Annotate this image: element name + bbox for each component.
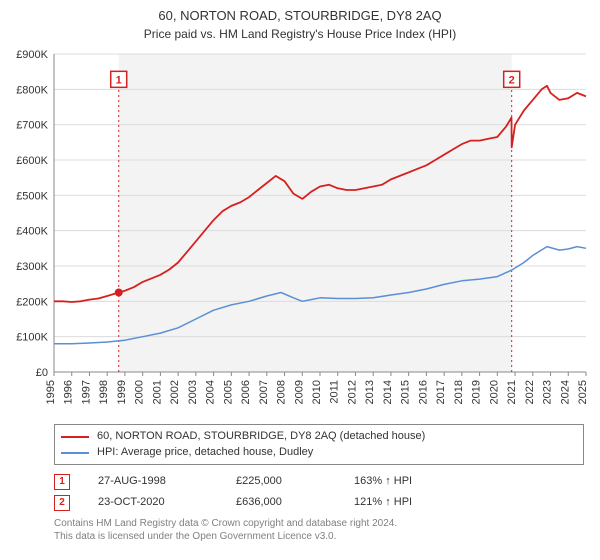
svg-text:2004: 2004: [205, 380, 217, 404]
marker-badge: 1: [54, 474, 70, 490]
svg-text:2013: 2013: [364, 380, 376, 404]
svg-text:1996: 1996: [63, 380, 75, 404]
svg-text:1998: 1998: [98, 380, 110, 404]
svg-text:£300K: £300K: [16, 261, 48, 273]
svg-text:2007: 2007: [258, 380, 270, 404]
sale-markers-list: 1 27-AUG-1998 £225,000 163% ↑ HPI 2 23-OCT-20…: [54, 471, 590, 513]
svg-text:2003: 2003: [187, 380, 199, 404]
marker-date: 27-AUG-1998: [98, 471, 208, 492]
svg-text:1999: 1999: [116, 380, 128, 404]
chart-subtitle: Price paid vs. HM Land Registry's House …: [10, 27, 590, 43]
footer-line-1: Contains HM Land Registry data © Crown c…: [54, 517, 590, 530]
svg-text:2: 2: [509, 75, 515, 87]
marker-price: £636,000: [236, 492, 326, 513]
svg-text:£100K: £100K: [16, 332, 48, 344]
svg-text:2016: 2016: [417, 380, 429, 404]
sale-marker-row: 1 27-AUG-1998 £225,000 163% ↑ HPI: [54, 471, 590, 492]
svg-text:2011: 2011: [329, 380, 341, 404]
svg-text:£900K: £900K: [16, 49, 48, 61]
svg-text:2000: 2000: [134, 380, 146, 404]
svg-text:2025: 2025: [577, 380, 589, 404]
marker-price: £225,000: [236, 471, 326, 492]
footer-attribution: Contains HM Land Registry data © Crown c…: [54, 517, 590, 543]
svg-text:2014: 2014: [382, 380, 394, 404]
chart-container: 60, NORTON ROAD, STOURBRIDGE, DY8 2AQ Pr…: [0, 0, 600, 560]
chart-title: 60, NORTON ROAD, STOURBRIDGE, DY8 2AQ: [10, 8, 590, 25]
svg-text:2010: 2010: [311, 380, 323, 404]
legend-label: HPI: Average price, detached house, Dudl…: [97, 445, 313, 460]
svg-text:2002: 2002: [169, 380, 181, 404]
svg-text:2023: 2023: [542, 380, 554, 404]
legend-swatch: [61, 436, 89, 438]
svg-text:2006: 2006: [240, 380, 252, 404]
svg-text:£500K: £500K: [16, 191, 48, 203]
legend: 60, NORTON ROAD, STOURBRIDGE, DY8 2AQ (d…: [54, 424, 584, 465]
svg-text:2018: 2018: [453, 380, 465, 404]
svg-text:£700K: £700K: [16, 120, 48, 132]
svg-text:2012: 2012: [346, 380, 358, 404]
svg-text:1: 1: [116, 75, 122, 87]
svg-text:2024: 2024: [559, 380, 571, 404]
legend-item: 60, NORTON ROAD, STOURBRIDGE, DY8 2AQ (d…: [61, 429, 577, 444]
svg-text:2009: 2009: [293, 380, 305, 404]
svg-text:£0: £0: [36, 367, 48, 379]
marker-pct: 121% ↑ HPI: [354, 492, 412, 513]
svg-text:£200K: £200K: [16, 297, 48, 309]
sale-marker-row: 2 23-OCT-2020 £636,000 121% ↑ HPI: [54, 492, 590, 513]
marker-pct: 163% ↑ HPI: [354, 471, 412, 492]
svg-text:2001: 2001: [151, 380, 163, 404]
svg-text:£600K: £600K: [16, 155, 48, 167]
legend-item: HPI: Average price, detached house, Dudl…: [61, 445, 577, 460]
marker-date: 23-OCT-2020: [98, 492, 208, 513]
svg-text:£800K: £800K: [16, 85, 48, 97]
footer-line-2: This data is licensed under the Open Gov…: [54, 530, 590, 543]
svg-text:2008: 2008: [276, 380, 288, 404]
svg-text:2005: 2005: [222, 380, 234, 404]
svg-text:£400K: £400K: [16, 226, 48, 238]
svg-text:2017: 2017: [435, 380, 447, 404]
svg-text:2021: 2021: [506, 380, 518, 404]
chart-svg: £0 £100K £200K £300K £400K £500K £600K £700K £80…: [10, 48, 590, 418]
chart-area: £0 £100K £200K £300K £400K £500K £600K £700K £80…: [10, 48, 590, 418]
svg-text:2020: 2020: [488, 380, 500, 404]
svg-text:1995: 1995: [45, 380, 57, 404]
svg-text:2019: 2019: [471, 380, 483, 404]
svg-text:2022: 2022: [524, 380, 536, 404]
legend-swatch: [61, 452, 89, 454]
svg-text:2015: 2015: [400, 380, 412, 404]
marker-badge: 2: [54, 495, 70, 511]
legend-label: 60, NORTON ROAD, STOURBRIDGE, DY8 2AQ (d…: [97, 429, 425, 444]
svg-text:1997: 1997: [80, 380, 92, 404]
